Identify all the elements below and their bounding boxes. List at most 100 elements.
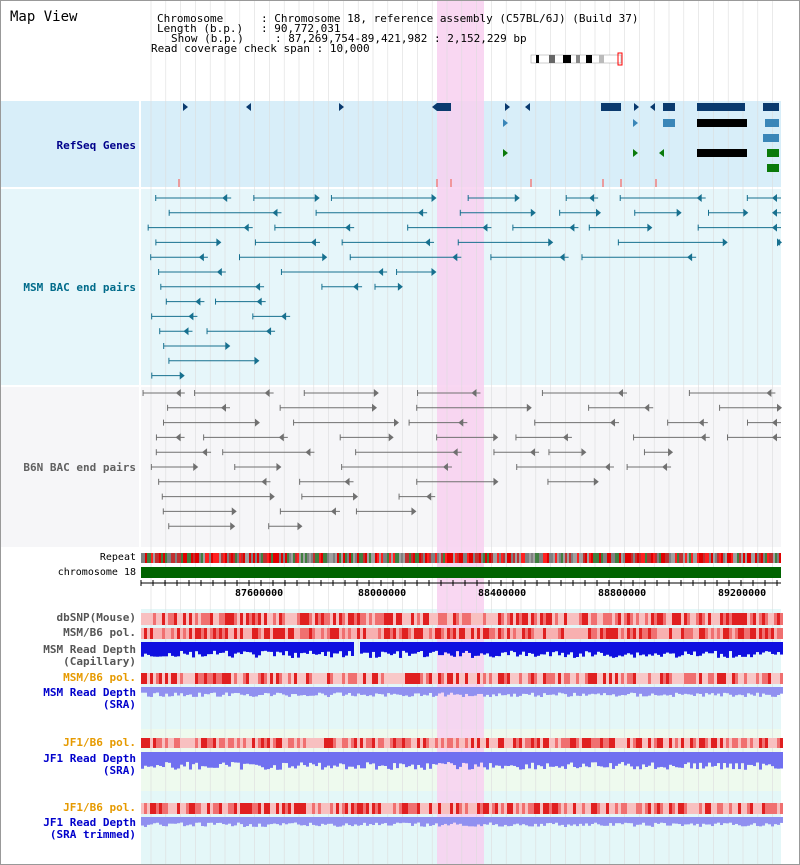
track-label-msm-depth-sra[interactable]: MSM Read Depth (SRA) [1, 687, 136, 711]
repeat-mark [283, 553, 285, 563]
heat-mark [417, 628, 420, 639]
heat-mark [156, 673, 159, 684]
heat-mark [477, 803, 480, 814]
depth-bar [216, 817, 219, 823]
depth-bar [150, 752, 153, 767]
depth-bar [372, 642, 375, 652]
heat-mark [324, 803, 327, 814]
repeat-mark [575, 553, 577, 563]
heat-mark [351, 738, 354, 748]
repeat-mark [713, 553, 715, 563]
depth-bar [348, 817, 351, 826]
heat-mark [540, 673, 543, 684]
depth-bar [342, 687, 345, 696]
repeat-mark [355, 553, 357, 563]
heat-mark [780, 738, 783, 748]
heat-mark [564, 613, 567, 625]
heat-mark [633, 803, 636, 814]
repeat-mark [277, 553, 279, 563]
depth-bar [561, 642, 564, 653]
repeat-mark [735, 553, 737, 563]
depth-bar [678, 817, 681, 825]
gene-arrow [633, 149, 638, 157]
heat-mark [396, 803, 399, 814]
depth-bar [237, 817, 240, 823]
depth-bar [744, 642, 747, 657]
heat-mark [483, 738, 486, 748]
heat-mark [720, 673, 723, 684]
track-label-msm-bac[interactable]: MSM BAC end pairs [23, 281, 136, 294]
repeat-mark [363, 553, 365, 563]
depth-bar [663, 752, 666, 768]
repeat-mark [199, 553, 201, 563]
depth-bar [669, 817, 672, 826]
gene-block [767, 164, 779, 172]
depth-bar [408, 817, 411, 824]
heat-mark [288, 673, 291, 684]
refseq-label-bg [1, 101, 139, 187]
depth-bar [399, 752, 402, 764]
depth-bar [288, 642, 291, 656]
depth-bar [432, 752, 435, 765]
heat-mark [621, 673, 624, 684]
heat-mark [357, 628, 360, 639]
heat-mark [696, 628, 699, 639]
heat-mark [744, 628, 747, 639]
heat-mark [582, 803, 585, 814]
track-label-dbsnp[interactable]: dbSNP(Mouse) [56, 611, 136, 624]
heat-mark [552, 738, 555, 748]
heat-mark [171, 738, 174, 748]
jf1-depth-trim-line1: JF1 Read Depth [43, 816, 136, 829]
heat-mark [291, 738, 294, 748]
heat-mark [147, 613, 150, 625]
map-view-title: Map View [10, 9, 78, 25]
heat-mark [474, 673, 477, 684]
track-label-refseq[interactable]: RefSeq Genes [56, 139, 136, 152]
msm-depth-cap-line1: MSM Read Depth [43, 643, 136, 656]
heat-mark [594, 613, 597, 625]
heat-mark [210, 613, 213, 625]
depth-bar [429, 817, 432, 826]
heat-mark [729, 673, 732, 684]
track-label-msm-depth-cap[interactable]: MSM Read Depth (Capillary) [1, 644, 136, 668]
depth-bar [732, 752, 735, 770]
track-label-b6n-bac[interactable]: B6N BAC end pairs [23, 461, 136, 474]
depth-bar [582, 642, 585, 657]
track-label-jf1-depth-sra[interactable]: JF1 Read Depth (SRA) [1, 753, 136, 777]
depth-bar [270, 817, 273, 825]
repeat-mark [417, 553, 419, 563]
track-label-msm-pol-1[interactable]: MSM/B6 pol. [63, 626, 136, 639]
heat-mark [579, 673, 582, 684]
heat-mark [213, 803, 216, 814]
heat-mark [402, 738, 405, 748]
depth-bar [651, 817, 654, 827]
heat-mark [696, 613, 699, 625]
track-label-jf1-depth-trim[interactable]: JF1 Read Depth (SRA trimmed) [1, 817, 136, 841]
depth-bar [654, 752, 657, 769]
bac-end [254, 356, 260, 365]
heat-mark [750, 613, 753, 625]
track-label-jf1-pol-2[interactable]: JF1/B6 pol. [63, 801, 136, 814]
heat-mark [618, 803, 621, 814]
depth-bar [744, 687, 747, 697]
heat-mark [198, 803, 201, 814]
depth-bar [444, 817, 447, 824]
heat-mark [444, 803, 447, 814]
bac-end [216, 268, 222, 276]
depth-bar [237, 752, 240, 763]
track-label-jf1-pol-1[interactable]: JF1/B6 pol. [63, 736, 136, 749]
heat-mark [429, 628, 432, 639]
depth-bar [309, 752, 312, 763]
heat-mark [477, 738, 480, 748]
heat-mark [252, 673, 255, 684]
depth-bar [597, 817, 600, 825]
heat-mark [324, 613, 327, 625]
heat-mark [558, 673, 561, 684]
repeat-mark [315, 553, 317, 563]
repeat-mark [425, 553, 427, 563]
track-label-msm-pol-2[interactable]: MSM/B6 pol. [63, 671, 136, 684]
heat-mark [657, 673, 660, 684]
heat-mark [150, 613, 153, 625]
heat-mark [450, 613, 453, 625]
depth-bar [633, 752, 636, 770]
